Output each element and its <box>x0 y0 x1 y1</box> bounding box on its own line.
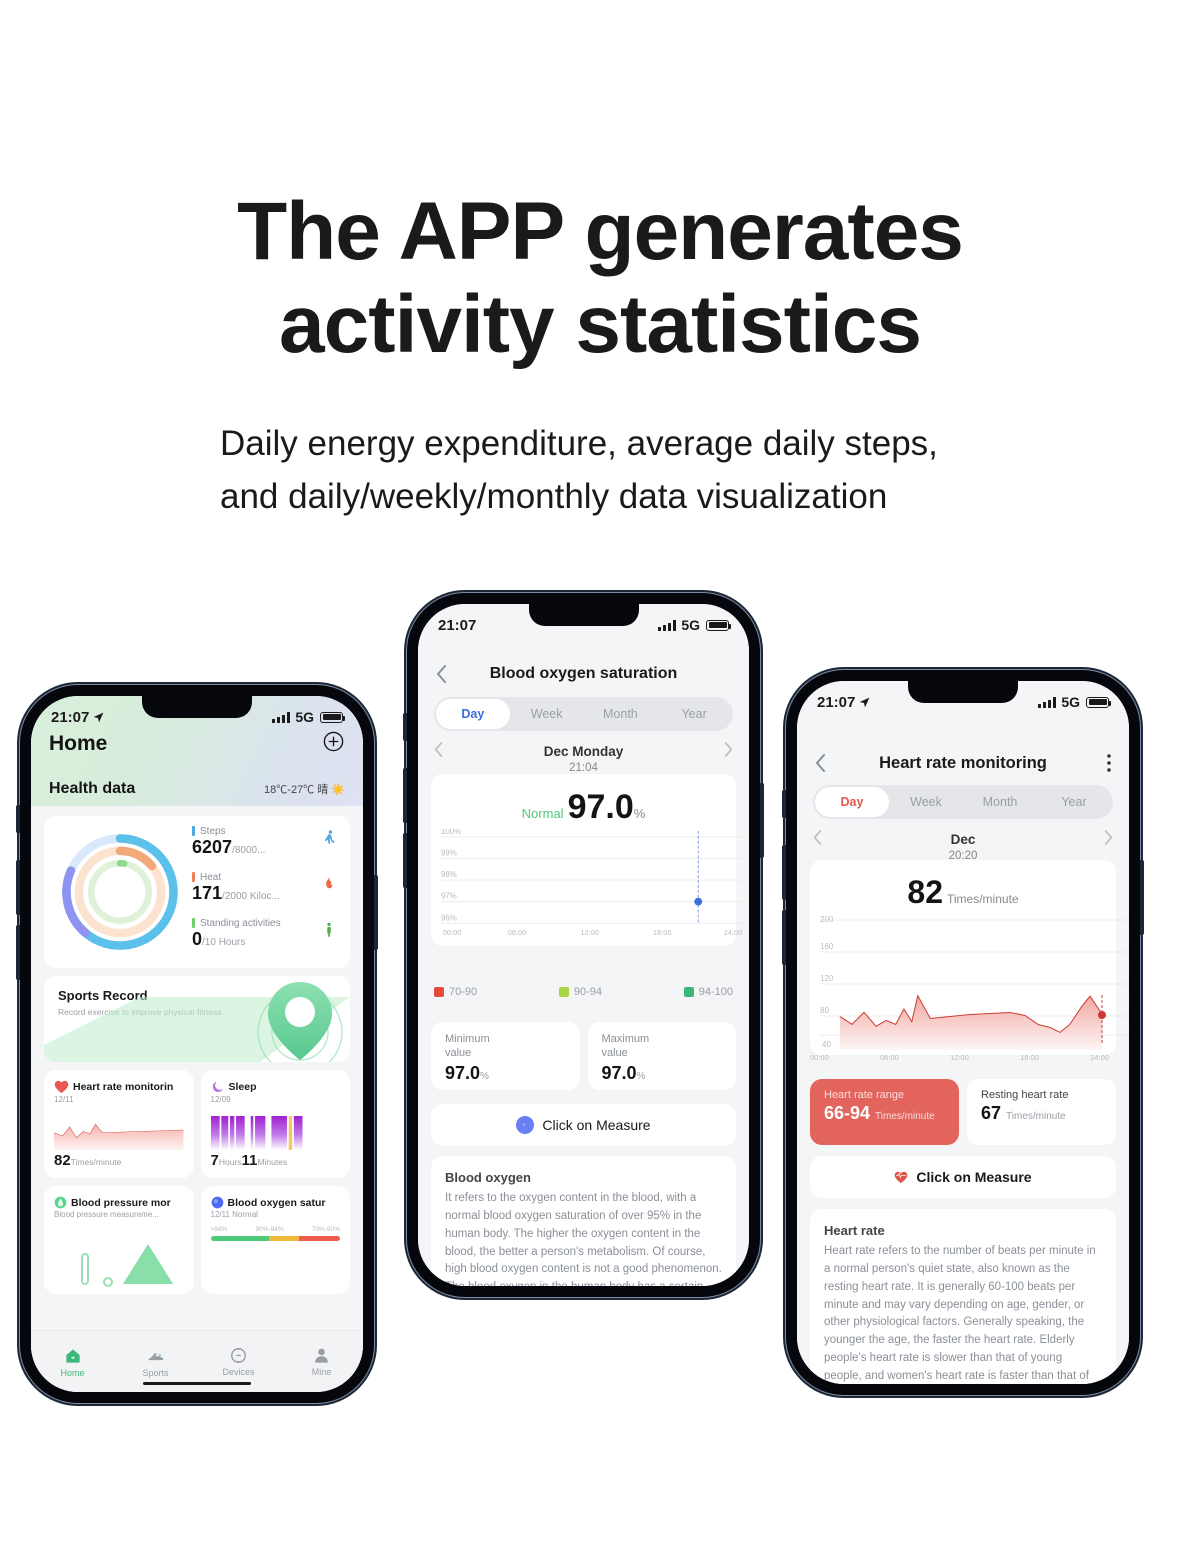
svg-text:00:00: 00:00 <box>443 928 461 937</box>
svg-text:97%: 97% <box>441 892 457 901</box>
svg-text:80: 80 <box>820 1006 829 1015</box>
svg-text:96%: 96% <box>441 913 457 922</box>
svg-text:18:00: 18:00 <box>653 928 671 937</box>
svg-text:160: 160 <box>820 942 834 951</box>
svg-text:100%: 100% <box>441 829 461 836</box>
svg-text:12:00: 12:00 <box>580 928 598 937</box>
svg-text:200: 200 <box>820 915 834 924</box>
svg-text:06:00: 06:00 <box>508 928 526 937</box>
svg-text:120: 120 <box>820 974 834 983</box>
svg-text:99%: 99% <box>441 849 457 858</box>
svg-text:24:00: 24:00 <box>724 928 742 937</box>
svg-text:40: 40 <box>822 1040 831 1049</box>
svg-text:98%: 98% <box>441 870 457 879</box>
